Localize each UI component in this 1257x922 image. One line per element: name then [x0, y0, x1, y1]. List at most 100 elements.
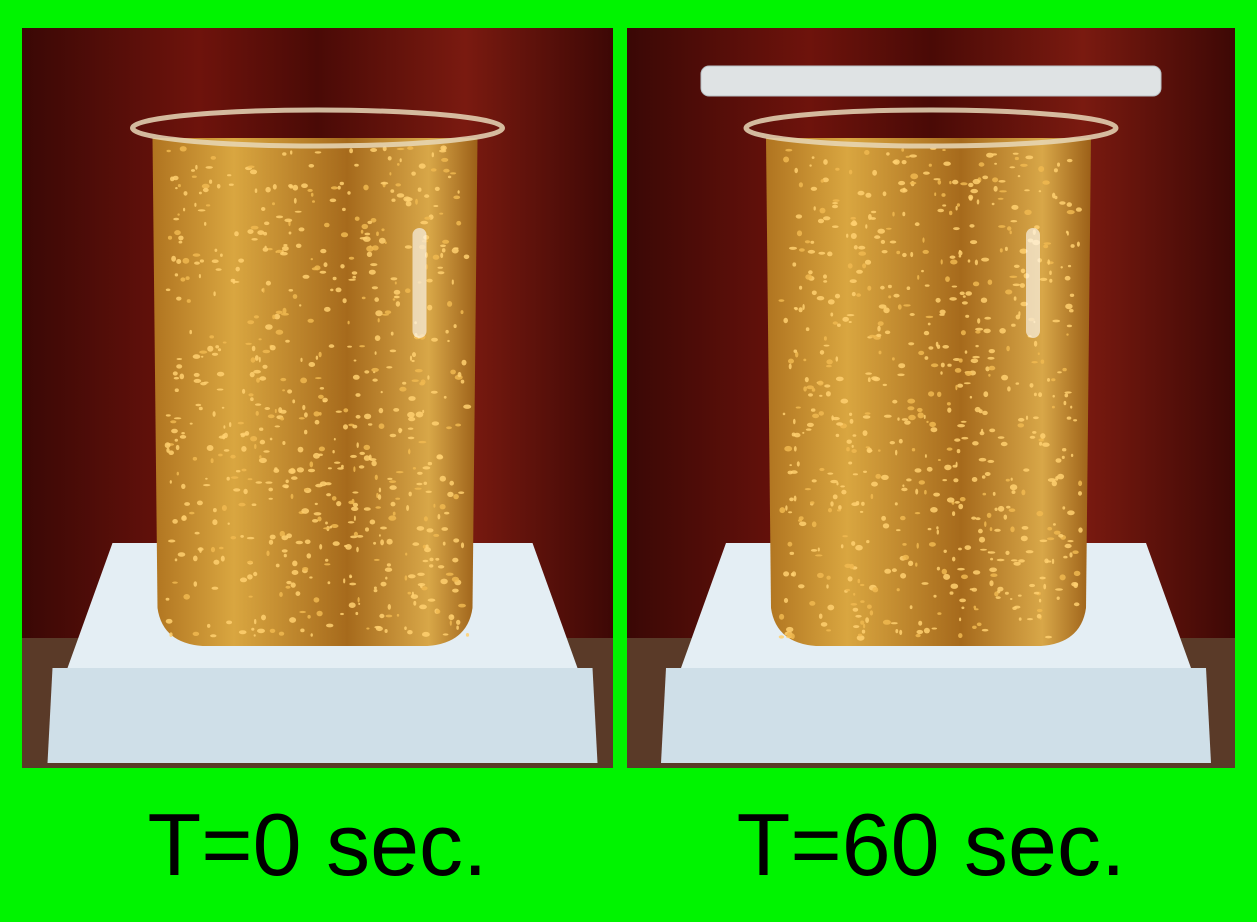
- particle: [815, 554, 823, 557]
- particle: [332, 541, 340, 546]
- particle: [261, 614, 266, 621]
- particle: [173, 217, 180, 221]
- particle: [856, 635, 865, 641]
- particle: [857, 633, 863, 637]
- particle: [789, 464, 792, 467]
- particle: [1003, 514, 1008, 520]
- particle: [221, 505, 227, 511]
- particle: [283, 244, 288, 247]
- particle: [1051, 405, 1055, 409]
- particle: [421, 586, 428, 591]
- particle: [898, 438, 903, 444]
- particle: [1040, 359, 1045, 364]
- particle: [242, 388, 246, 394]
- particle: [837, 509, 841, 512]
- particle: [1006, 345, 1010, 352]
- particle: [1009, 484, 1018, 491]
- particle: [832, 494, 838, 500]
- particle: [329, 198, 337, 203]
- particle: [1071, 582, 1079, 587]
- particle: [936, 529, 939, 535]
- particle: [380, 526, 387, 530]
- particle: [240, 432, 248, 436]
- particle: [183, 594, 190, 600]
- particle: [798, 516, 804, 521]
- particle: [452, 588, 459, 593]
- particle: [858, 245, 866, 250]
- particle: [300, 377, 307, 384]
- particle: [941, 568, 947, 575]
- particle: [896, 250, 901, 255]
- particle: [1005, 550, 1010, 556]
- particle: [248, 595, 253, 598]
- particle: [872, 587, 879, 593]
- particle: [370, 148, 378, 152]
- particle: [1064, 543, 1072, 549]
- particle: [989, 527, 993, 532]
- particle: [333, 437, 336, 441]
- particle: [275, 329, 284, 335]
- particle: [223, 449, 230, 452]
- particle: [407, 436, 415, 440]
- particle: [988, 373, 991, 377]
- particle: [376, 231, 379, 237]
- particle: [847, 263, 853, 269]
- particle: [359, 345, 365, 348]
- particle: [431, 337, 438, 342]
- particle: [1076, 241, 1080, 247]
- particle: [1020, 163, 1028, 167]
- particle: [265, 280, 271, 286]
- particle: [987, 356, 995, 360]
- particle: [318, 412, 322, 416]
- particle: [874, 235, 881, 239]
- particle: [1024, 189, 1030, 192]
- particle: [778, 299, 785, 302]
- particle: [793, 432, 801, 438]
- particle: [823, 216, 831, 221]
- particle: [1070, 453, 1074, 457]
- particle: [174, 438, 178, 442]
- particle: [427, 598, 436, 602]
- particle: [431, 152, 434, 158]
- particle: [424, 216, 431, 220]
- particle: [1007, 386, 1011, 392]
- particle: [952, 179, 959, 185]
- particle: [1078, 491, 1082, 496]
- particle: [953, 227, 960, 231]
- particle: [1033, 392, 1037, 397]
- particle: [885, 227, 892, 230]
- particle: [1001, 374, 1009, 381]
- particle: [195, 403, 202, 407]
- particle: [957, 567, 965, 571]
- particle: [272, 184, 277, 190]
- particle: [915, 562, 918, 567]
- particle: [823, 159, 828, 165]
- particle: [416, 482, 423, 486]
- particle: [250, 357, 256, 363]
- particle: [882, 523, 890, 529]
- particle: [1066, 324, 1072, 328]
- particle: [1043, 242, 1052, 245]
- particle: [798, 182, 803, 188]
- particle: [1055, 458, 1062, 463]
- particle: [280, 377, 287, 382]
- particle: [970, 240, 978, 245]
- particle: [881, 250, 888, 254]
- particle: [329, 525, 333, 529]
- particle: [266, 247, 273, 251]
- particle: [921, 582, 929, 585]
- particle: [361, 223, 369, 230]
- particle: [250, 225, 259, 230]
- particle: [313, 512, 322, 516]
- caption: T=0 sec.: [147, 795, 488, 894]
- particle: [949, 180, 952, 185]
- particle: [216, 184, 221, 189]
- particle: [880, 285, 885, 290]
- particle: [924, 454, 927, 458]
- particle: [826, 575, 831, 580]
- particle: [367, 220, 373, 225]
- particle: [269, 534, 276, 540]
- particle: [996, 558, 1005, 562]
- particle: [942, 345, 949, 349]
- particle: [1031, 361, 1038, 364]
